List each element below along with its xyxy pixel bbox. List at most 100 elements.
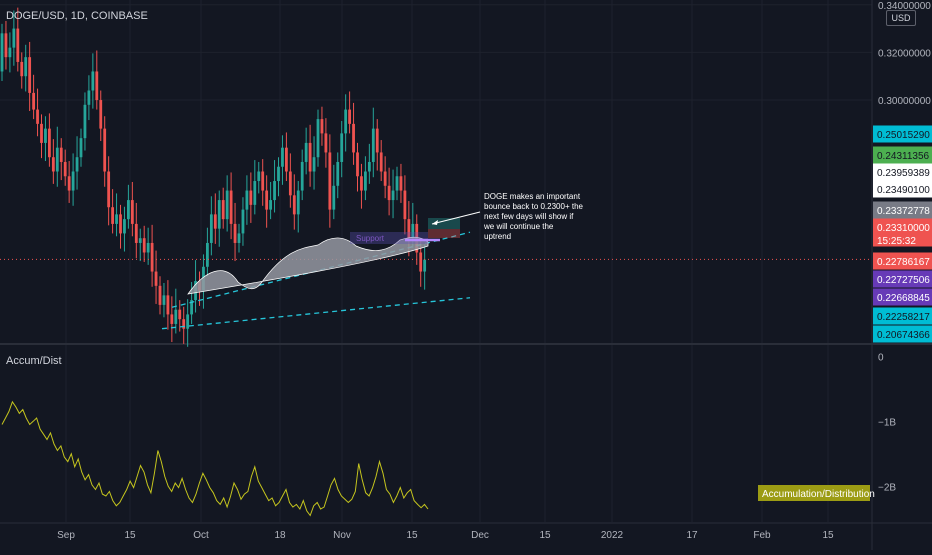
price-badge-bg xyxy=(873,180,932,198)
support-wave-shape xyxy=(187,236,429,295)
candle-body xyxy=(67,176,71,191)
symbol-title: DOGE/USD, 1D, COINBASE xyxy=(6,10,148,22)
candle-body xyxy=(190,300,193,315)
candle-body xyxy=(40,123,43,143)
price-badge: 0.22786167 xyxy=(873,252,932,270)
candle-body xyxy=(328,152,332,210)
candle-body xyxy=(288,171,292,196)
price-badge-bg xyxy=(873,288,932,306)
price-badge: 0.23310000 xyxy=(873,218,932,236)
candle-body xyxy=(32,92,35,110)
time-tick-label: 15 xyxy=(124,530,136,541)
price-tick-label: 0.34000000 xyxy=(878,1,931,12)
candle-body xyxy=(245,190,249,210)
price-badge-bg xyxy=(873,233,932,247)
candle-body xyxy=(95,71,99,101)
ad-tick-label: 0 xyxy=(878,352,884,363)
long-position-stop xyxy=(428,229,460,238)
candle-body xyxy=(130,200,134,224)
candle-body xyxy=(71,171,75,191)
price-badge: 15:25:32 xyxy=(873,233,932,247)
candle-body xyxy=(206,242,209,267)
price-badge: 0.22727506 xyxy=(873,270,932,288)
candle-body xyxy=(4,33,8,58)
candle-body xyxy=(356,152,359,177)
channel-lower-line xyxy=(161,297,471,330)
candle-body xyxy=(158,285,162,305)
grid-lines xyxy=(0,0,872,522)
price-badge-label: 0.22668845 xyxy=(877,293,930,304)
price-badge-label: 0.23310000 xyxy=(877,223,930,234)
annotation-line: DOGE makes an important xyxy=(484,192,581,201)
candle-body xyxy=(20,61,24,77)
price-badge: 0.22668845 xyxy=(873,288,932,306)
candle-body xyxy=(44,128,47,143)
time-tick-label: 2022 xyxy=(601,530,624,541)
candle-body xyxy=(367,161,371,172)
price-tick-label: 0.30000000 xyxy=(878,96,931,107)
price-badge: 0.23372778 xyxy=(873,201,932,219)
candle-body xyxy=(229,190,233,224)
annotation-line: uptrend xyxy=(484,232,511,241)
candle-body xyxy=(99,100,103,129)
time-tick-label: Nov xyxy=(333,530,351,541)
candle-body xyxy=(150,242,154,272)
candle-body xyxy=(225,190,229,220)
candle-body xyxy=(127,200,130,220)
candle-body xyxy=(111,207,114,224)
candle-body xyxy=(36,109,39,124)
ad-tick-label: −2B xyxy=(878,482,896,493)
candle-body xyxy=(320,119,324,134)
ad-tick-label: −1B xyxy=(878,417,896,428)
price-badge: 0.22258217 xyxy=(873,307,932,325)
time-tick-label: Feb xyxy=(753,530,771,541)
candle-body xyxy=(28,57,32,93)
price-badge-bg xyxy=(873,270,932,288)
price-badge-bg xyxy=(873,252,932,270)
candle-body xyxy=(308,142,312,172)
annotation-line: we will continue the xyxy=(483,222,554,231)
candle-body xyxy=(51,157,55,172)
candle-body xyxy=(87,90,91,105)
candle-body xyxy=(352,123,355,153)
candle-body xyxy=(162,295,166,305)
candle-body xyxy=(423,259,427,272)
candle-body xyxy=(257,171,261,182)
candle-body xyxy=(170,314,174,324)
time-tick-label: Oct xyxy=(193,530,209,541)
candle-body xyxy=(0,33,4,72)
price-badge: 0.24311356 xyxy=(873,146,932,164)
time-tick-label: Sep xyxy=(57,530,75,541)
price-badge-label: 0.23959389 xyxy=(877,168,930,179)
candle-body xyxy=(316,119,320,158)
candle-body xyxy=(241,209,245,234)
price-badge: 0.25015290 xyxy=(873,125,932,143)
price-badge-label: 0.23372778 xyxy=(877,206,930,217)
candle-body xyxy=(304,142,308,162)
candle-body xyxy=(364,171,367,191)
price-badge-label: 0.22727506 xyxy=(877,275,930,286)
time-tick-label: 15 xyxy=(822,530,834,541)
candle-body xyxy=(296,190,300,215)
candle-body xyxy=(336,161,340,186)
candle-body xyxy=(63,161,67,177)
indicator-title[interactable]: Accum/Dist xyxy=(6,355,62,367)
price-badge-bg xyxy=(873,146,932,164)
candle-body xyxy=(387,185,391,201)
candle-body xyxy=(277,166,280,182)
candle-body xyxy=(344,109,348,134)
price-badge-bg xyxy=(873,307,932,325)
price-badge-bg xyxy=(873,125,932,143)
price-badge-label: 15:25:32 xyxy=(877,236,916,247)
price-badge-label: 0.25015290 xyxy=(877,130,930,141)
candle-body xyxy=(12,28,16,48)
candle-body xyxy=(411,223,415,239)
candle-body xyxy=(300,161,304,191)
candle-body xyxy=(281,147,284,167)
candle-body xyxy=(261,171,265,191)
currency-button[interactable]: USD xyxy=(886,10,916,26)
price-badge-label: 0.24311356 xyxy=(877,151,930,162)
candle-body xyxy=(249,190,253,205)
